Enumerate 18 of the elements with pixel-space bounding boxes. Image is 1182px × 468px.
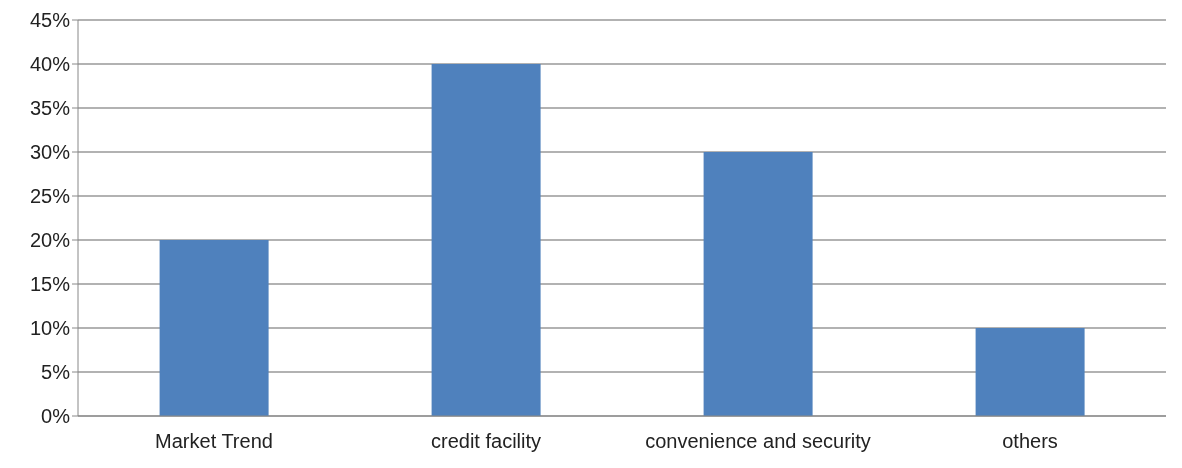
x-tick-label: convenience and security <box>645 430 871 453</box>
x-tick-label: credit facility <box>430 430 542 453</box>
y-tick-label: 45% <box>29 9 71 32</box>
y-tick-label: 25% <box>29 185 71 208</box>
bar <box>703 152 813 416</box>
y-tick-label: 10% <box>29 317 71 340</box>
y-tick-label: 20% <box>29 229 71 252</box>
bar <box>431 64 541 416</box>
y-tick-label: 35% <box>29 97 71 120</box>
y-tick-label: 15% <box>29 273 71 296</box>
y-tick-label: 0% <box>41 405 71 428</box>
x-tick-label: others <box>1002 430 1058 453</box>
bar <box>159 240 269 416</box>
y-tick-label: 30% <box>29 141 71 164</box>
x-tick-label: Market Trend <box>155 430 273 453</box>
y-tick-label: 40% <box>29 53 71 76</box>
y-tick-label: 5% <box>41 361 71 384</box>
bar <box>975 328 1085 416</box>
